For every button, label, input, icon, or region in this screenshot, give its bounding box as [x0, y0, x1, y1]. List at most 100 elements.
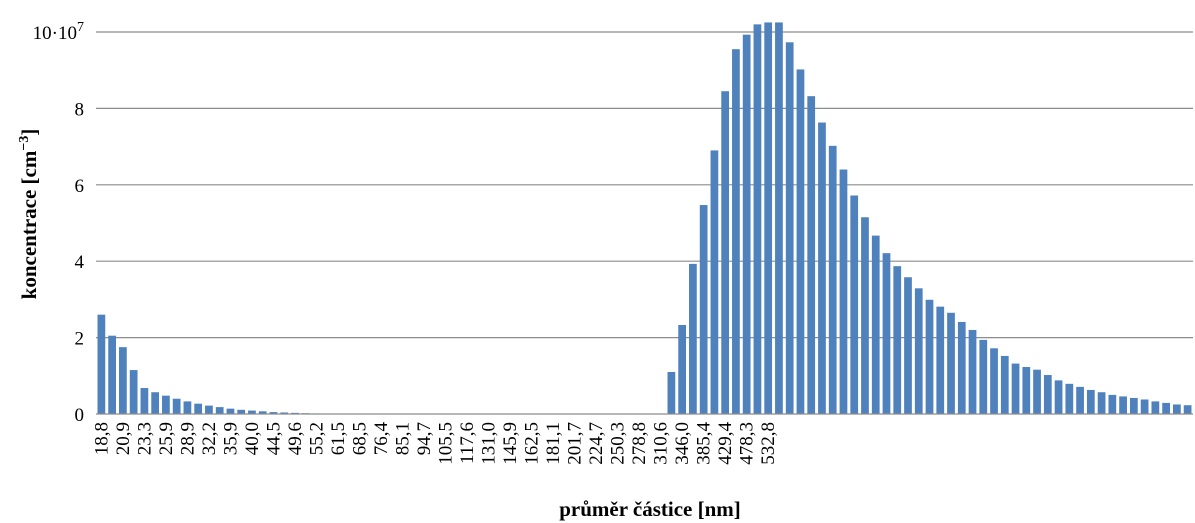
x-tick-label: 61,5: [328, 422, 349, 455]
bar: [1011, 363, 1020, 414]
bar: [871, 235, 880, 414]
y-axis-title: koncentrace [cm−3]: [17, 129, 41, 300]
x-tick-label: 532,8: [758, 422, 779, 465]
bar: [258, 411, 267, 414]
bar: [151, 392, 160, 414]
y-axis-title-end: ]: [17, 129, 41, 136]
bar: [904, 277, 912, 414]
x-tick-label: 131,0: [479, 422, 500, 465]
x-tick-label: 310,6: [651, 422, 672, 465]
bar: [710, 150, 719, 415]
x-tick-label: 35,9: [220, 422, 241, 455]
bar: [215, 407, 224, 414]
x-tick-label: 44,5: [263, 422, 284, 455]
bar: [237, 409, 246, 414]
bar: [893, 266, 902, 414]
bar: [990, 348, 998, 414]
bar: [1151, 401, 1160, 414]
bar: [1000, 355, 1009, 414]
x-axis-title: průměr částice [nm]: [559, 497, 741, 521]
x-tick-label: 105,5: [436, 422, 457, 465]
x-tick-label: 76,4: [371, 422, 392, 456]
bar: [764, 22, 773, 414]
bar: [119, 347, 127, 414]
y-axis-title-exponent: −3: [17, 136, 32, 151]
bar: [914, 288, 923, 414]
bar: [753, 24, 762, 415]
x-tick-label: 181,1: [543, 422, 564, 465]
bar: [979, 339, 988, 414]
bar: [226, 408, 235, 414]
bar: [172, 398, 181, 414]
bar: [1065, 383, 1074, 414]
y-tick-exponent: 7: [77, 20, 84, 35]
bar: [1108, 394, 1117, 414]
bar: [839, 169, 848, 414]
bar: [818, 122, 826, 414]
y-tick-label: 8: [75, 99, 85, 120]
bar: [775, 22, 783, 414]
bar: [678, 324, 687, 414]
bar: [861, 217, 869, 414]
bar: [1129, 397, 1138, 414]
bar: [796, 69, 805, 414]
x-tick-label: 278,8: [629, 422, 650, 465]
bar: [280, 412, 289, 414]
x-axis-ticks: 18,8 20,9 23,3 25,9 28,9 32,2 35,9 40,0 44,5 49,6…: [91, 422, 779, 465]
bar: [882, 253, 891, 414]
bar: [850, 195, 859, 414]
x-tick-label: 224,7: [586, 422, 607, 465]
bar: [183, 401, 192, 414]
x-tick-label: 40,0: [242, 422, 263, 455]
y-tick-label: 4: [75, 252, 85, 273]
x-tick-label: 250,3: [608, 422, 629, 465]
x-tick-label: 18,8: [91, 422, 112, 455]
bar: [108, 335, 117, 414]
bar: [194, 403, 203, 414]
y-tick-label: 6: [75, 176, 85, 197]
x-tick-label: 25,9: [156, 422, 177, 455]
bar: [1172, 404, 1181, 414]
x-tick-label: 201,7: [565, 422, 586, 465]
bar: [1183, 405, 1192, 414]
bar: [1097, 392, 1106, 414]
bar: [1119, 396, 1127, 414]
bar: [269, 412, 278, 414]
bar: [699, 205, 708, 414]
bar: [828, 145, 837, 414]
x-tick-label: 94,7: [414, 422, 435, 455]
bar: [689, 263, 697, 414]
bar: [785, 42, 794, 415]
bar: [129, 370, 138, 414]
bar: [947, 312, 955, 414]
bar: [162, 395, 170, 414]
bar: [248, 410, 256, 414]
bar: [1054, 380, 1063, 414]
gridlines: [96, 31, 1193, 339]
x-tick-label: 346,0: [672, 422, 693, 465]
bar: [1043, 375, 1052, 414]
x-tick-label: 85,1: [393, 422, 414, 455]
x-tick-label: 162,5: [522, 422, 543, 465]
bar: [936, 306, 945, 414]
x-tick-label: 49,6: [285, 422, 306, 455]
bar: [1162, 402, 1170, 414]
y-tick-label: 10·107: [33, 20, 84, 44]
y-tick-label: 0: [75, 405, 85, 426]
bar: [97, 314, 106, 414]
x-tick-label: 20,9: [113, 422, 134, 455]
bar: [721, 91, 730, 415]
bars: [97, 22, 1192, 415]
x-tick-label: 55,2: [306, 422, 327, 455]
x-tick-label: 385,4: [694, 422, 715, 465]
bar: [732, 49, 740, 414]
bar: [140, 388, 149, 414]
bar: [742, 34, 751, 414]
bar: [1022, 367, 1031, 414]
x-tick-label: 28,9: [177, 422, 198, 455]
bar: [1086, 389, 1095, 414]
bar: [957, 321, 966, 414]
x-tick-label: 23,3: [134, 422, 155, 455]
bar: [1140, 399, 1149, 414]
